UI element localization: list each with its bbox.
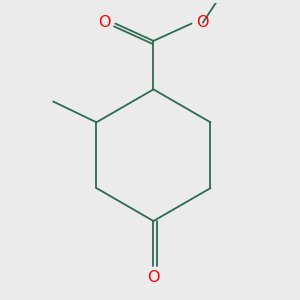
Text: O: O bbox=[98, 15, 110, 30]
Text: O: O bbox=[196, 15, 209, 30]
Text: O: O bbox=[147, 270, 160, 285]
